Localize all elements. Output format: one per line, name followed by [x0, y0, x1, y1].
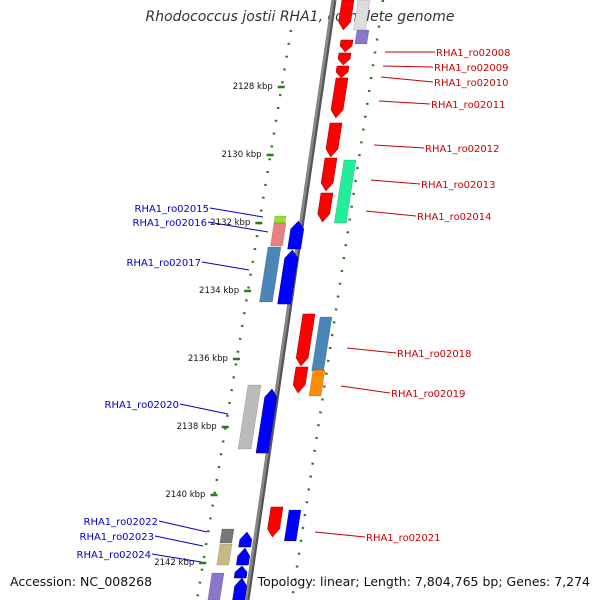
tick-label: 2132 kbp — [210, 218, 250, 228]
dotted-guide-1 — [195, 29, 293, 600]
dotted-guides — [195, 0, 385, 600]
forward-gene-arrow — [317, 192, 334, 223]
cog-box — [219, 528, 235, 544]
genome-stats-text: Topology: linear; Length: 7,804,765 bp; … — [257, 574, 590, 589]
gene-label: RHA1_ro02016 — [133, 218, 208, 229]
gene-label: RHA1_ro02015 — [135, 204, 210, 215]
leader-line — [179, 403, 229, 415]
leader-line — [380, 76, 434, 83]
forward-gene-arrow — [267, 506, 284, 538]
tick-label: 2130 kbp — [221, 150, 261, 160]
forward-gene-arrow — [325, 122, 343, 158]
leader-line — [378, 100, 431, 105]
cog-box — [354, 29, 370, 45]
reverse-gene-arrow — [255, 388, 278, 454]
forward-gene-arrow — [295, 313, 316, 367]
gene-label: RHA1_ro02023 — [80, 532, 155, 543]
gene-label: RHA1_ro02020 — [105, 400, 180, 411]
forward-gene-arrow — [338, 0, 355, 31]
cog-box — [333, 159, 357, 224]
tick-label: 2142 kbp — [154, 558, 194, 568]
gene-label: RHA1_ro02018 — [397, 349, 472, 360]
gene-label: RHA1_ro02014 — [417, 212, 492, 223]
leader-line — [382, 65, 434, 68]
leader-line — [207, 221, 269, 233]
cog-box — [270, 222, 287, 247]
accession-text: Accession: NC_008268 — [10, 574, 153, 589]
forward-gene-arrow — [337, 52, 352, 66]
leader-line — [209, 207, 264, 218]
gene-label: RHA1_ro02010 — [434, 78, 509, 89]
forward-gene-arrow — [339, 39, 354, 53]
cog-box — [259, 246, 282, 303]
forward-gene-arrow — [335, 65, 350, 79]
map-title: Rhodococcus jostii RHA1, complete genome — [145, 9, 455, 25]
gene-labels: RHA1_ro02008 RHA1_ro02009 RHA1_ro02010 RHA1… — [77, 48, 511, 563]
gene-label: RHA1_ro02021 — [366, 533, 441, 544]
cog-box — [237, 384, 262, 450]
leader-line — [373, 144, 425, 149]
cog-box — [311, 316, 333, 372]
gene-label: RHA1_ro02019 — [391, 389, 466, 400]
cog-box — [216, 543, 233, 566]
leader-line — [201, 261, 250, 271]
gene-label: RHA1_ro02009 — [434, 63, 509, 74]
cog-box — [273, 215, 287, 224]
gene-label: RHA1_ro02012 — [425, 144, 500, 155]
gene-label: RHA1_ro02011 — [431, 100, 506, 111]
leader-line — [346, 347, 397, 354]
gene-label: RHA1_ro02022 — [84, 517, 159, 528]
cog-box — [207, 572, 225, 600]
tick-label: 2140 kbp — [165, 490, 205, 500]
cog-box — [283, 509, 302, 542]
tick-label: 2128 kbp — [233, 82, 273, 92]
leader-line — [158, 520, 208, 533]
leader-line — [370, 179, 421, 185]
gene-label: RHA1_ro02024 — [77, 550, 152, 561]
forward-gene-arrow — [320, 157, 338, 192]
tick-label: 2134 kbp — [199, 286, 239, 296]
leader-line — [340, 385, 391, 394]
tick-label: 2136 kbp — [188, 354, 228, 364]
reverse-gene-arrow — [277, 249, 299, 305]
leader-line — [151, 553, 202, 563]
gene-label: RHA1_ro02017 — [127, 258, 202, 269]
reverse-gene-arrow — [238, 531, 253, 548]
gene-label: RHA1_ro02013 — [421, 180, 496, 191]
leader-line — [154, 535, 204, 547]
reverse-gene-arrow — [236, 547, 251, 566]
cog-box — [308, 369, 326, 397]
reverse-gene-arrow — [233, 565, 248, 579]
tick-label: 2138 kbp — [177, 422, 217, 432]
reverse-gene-arrow — [287, 220, 305, 250]
gene-label: RHA1_ro02008 — [436, 48, 511, 59]
reverse-gene-arrow — [232, 577, 248, 600]
leader-line — [314, 531, 366, 538]
cog-box — [353, 0, 371, 31]
forward-gene-arrow — [330, 77, 349, 119]
kbp-ticks: 2128 kbp 2130 kbp 2132 kbp 2134 kbp 2136 kbp… — [154, 82, 285, 568]
leader-line — [365, 210, 417, 217]
gene-features — [207, 0, 371, 600]
forward-gene-arrow — [292, 366, 309, 394]
